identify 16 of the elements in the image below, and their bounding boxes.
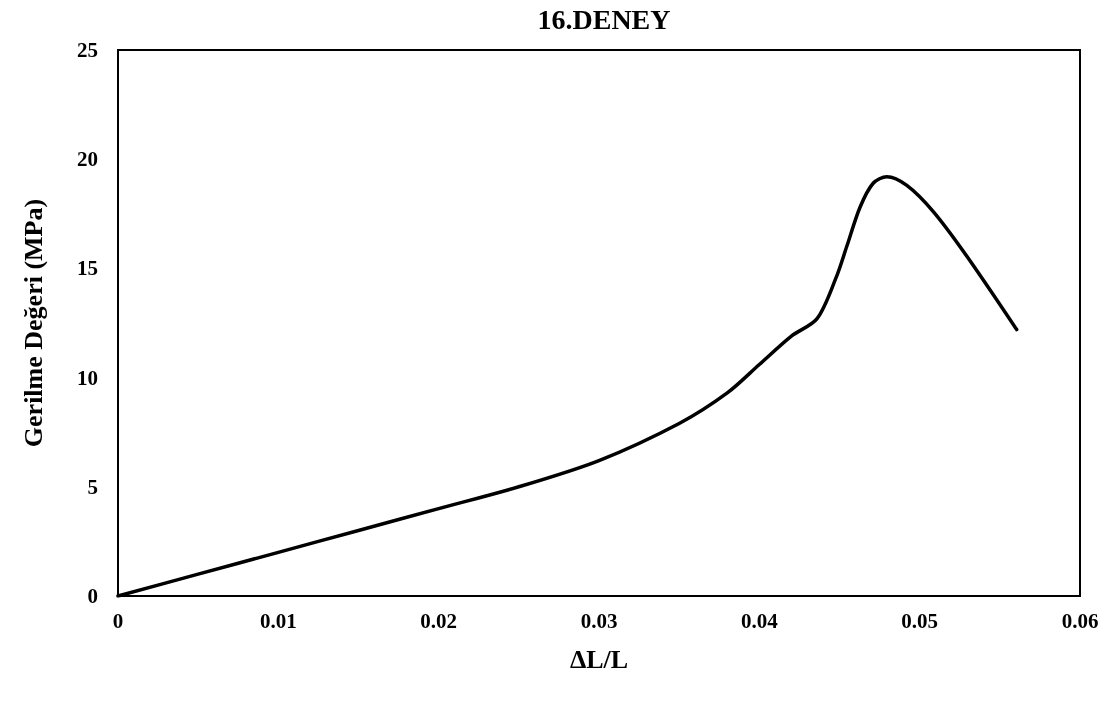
- x-tick-label: 0.06: [1061, 608, 1099, 633]
- x-axis-title: ΔL/L: [569, 644, 629, 674]
- y-tick-label: 5: [87, 474, 98, 499]
- y-tick-label: 15: [77, 256, 98, 281]
- x-tick-label: 0.04: [740, 608, 779, 633]
- x-tick-label: 0: [112, 608, 124, 633]
- y-tick-label: 0: [87, 584, 98, 608]
- x-tick-label: 0.01: [259, 608, 297, 633]
- x-tick-label: 0.05: [901, 608, 939, 633]
- y-axis-title: Gerilme Değeri (MPa): [18, 198, 48, 448]
- y-tick-label: 25: [77, 38, 98, 62]
- x-tick-label: 0.03: [580, 608, 618, 633]
- x-tick-label: 0.02: [420, 608, 458, 633]
- y-tick-label: 10: [77, 365, 98, 390]
- y-tick-label: 20: [77, 147, 98, 172]
- chart-title: 16.DENEY: [537, 3, 671, 35]
